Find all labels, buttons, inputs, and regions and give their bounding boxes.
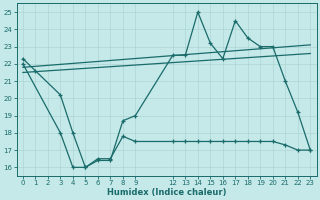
X-axis label: Humidex (Indice chaleur): Humidex (Indice chaleur)	[107, 188, 226, 197]
